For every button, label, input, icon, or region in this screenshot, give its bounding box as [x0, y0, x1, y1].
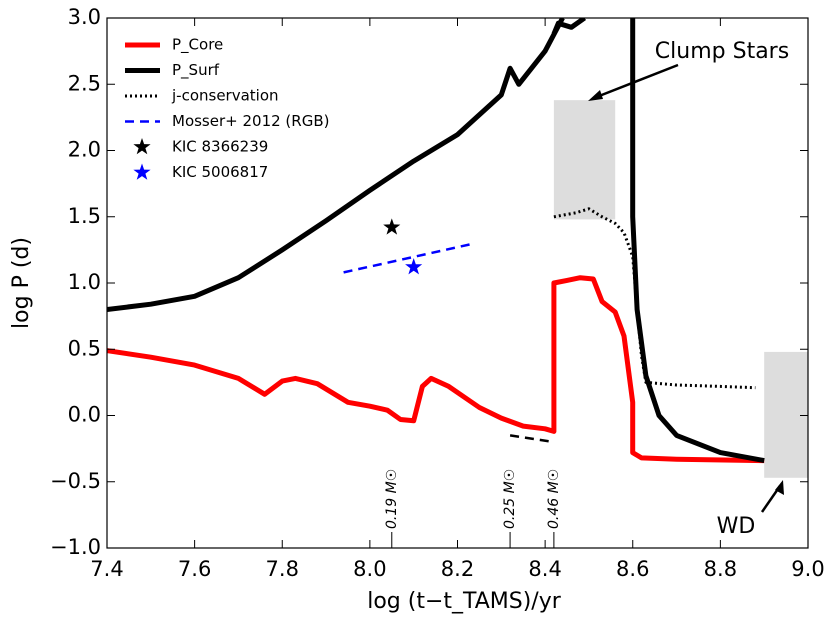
- legend-label: P_Surf: [172, 61, 220, 80]
- line-series: [107, 18, 765, 464]
- line-series: [553, 207, 756, 390]
- x-tick-label: 7.8: [266, 557, 299, 581]
- y-tick-label: 0.0: [68, 403, 101, 427]
- line-series: [107, 275, 765, 464]
- y-tick-label: 1.0: [68, 270, 101, 294]
- mass-marker-label: 0.25 M☉: [502, 469, 518, 529]
- y-tick-label: −0.5: [50, 469, 101, 493]
- x-tick-label: 8.4: [528, 557, 561, 581]
- mass-marker-label: 0.19 M☉: [384, 469, 400, 529]
- annotation: Clump Stars: [655, 39, 789, 64]
- x-tick-label: 7.4: [90, 557, 123, 581]
- legend-marker: [133, 163, 151, 180]
- star-marker: [383, 218, 401, 235]
- legend-label: P_Core: [172, 36, 223, 55]
- x-tick-label: 7.6: [178, 557, 211, 581]
- y-tick-label: 0.5: [68, 336, 101, 360]
- legend-label: Mosser+ 2012 (RGB): [172, 112, 329, 130]
- x-axis-label: log (t−t_TAMS)/yr: [367, 589, 562, 614]
- mass-marker-label: 0.46 M☉: [546, 469, 562, 529]
- x-tick-label: 8.2: [441, 557, 474, 581]
- region: [764, 351, 808, 478]
- arrow-head: [588, 90, 603, 101]
- y-tick-label: −1.0: [50, 535, 101, 559]
- star-marker: [405, 258, 423, 275]
- annotation-arrow: [593, 63, 679, 100]
- legend-marker: [133, 138, 151, 155]
- x-tick-label: 8.6: [616, 557, 649, 581]
- x-tick-label: 8.0: [353, 557, 386, 581]
- plot-area: [107, 18, 808, 478]
- y-tick-label: 1.5: [68, 204, 101, 228]
- legend-label: KIC 8366239: [172, 138, 268, 156]
- legend-label: KIC 5006817: [172, 163, 268, 181]
- legend-label: j-conservation: [171, 87, 279, 105]
- y-tick-label: 2.0: [68, 138, 101, 162]
- y-tick-label: 3.0: [68, 5, 101, 29]
- line-series: [509, 434, 555, 444]
- line-series: [343, 242, 476, 274]
- arrow-head: [775, 480, 784, 495]
- x-tick-label: 8.8: [704, 557, 737, 581]
- region: [553, 100, 616, 220]
- y-tick-label: 2.5: [68, 71, 101, 95]
- y-axis-label: log P (d): [9, 237, 34, 329]
- annotation: WD: [717, 514, 756, 539]
- x-tick-label: 9.0: [791, 557, 824, 581]
